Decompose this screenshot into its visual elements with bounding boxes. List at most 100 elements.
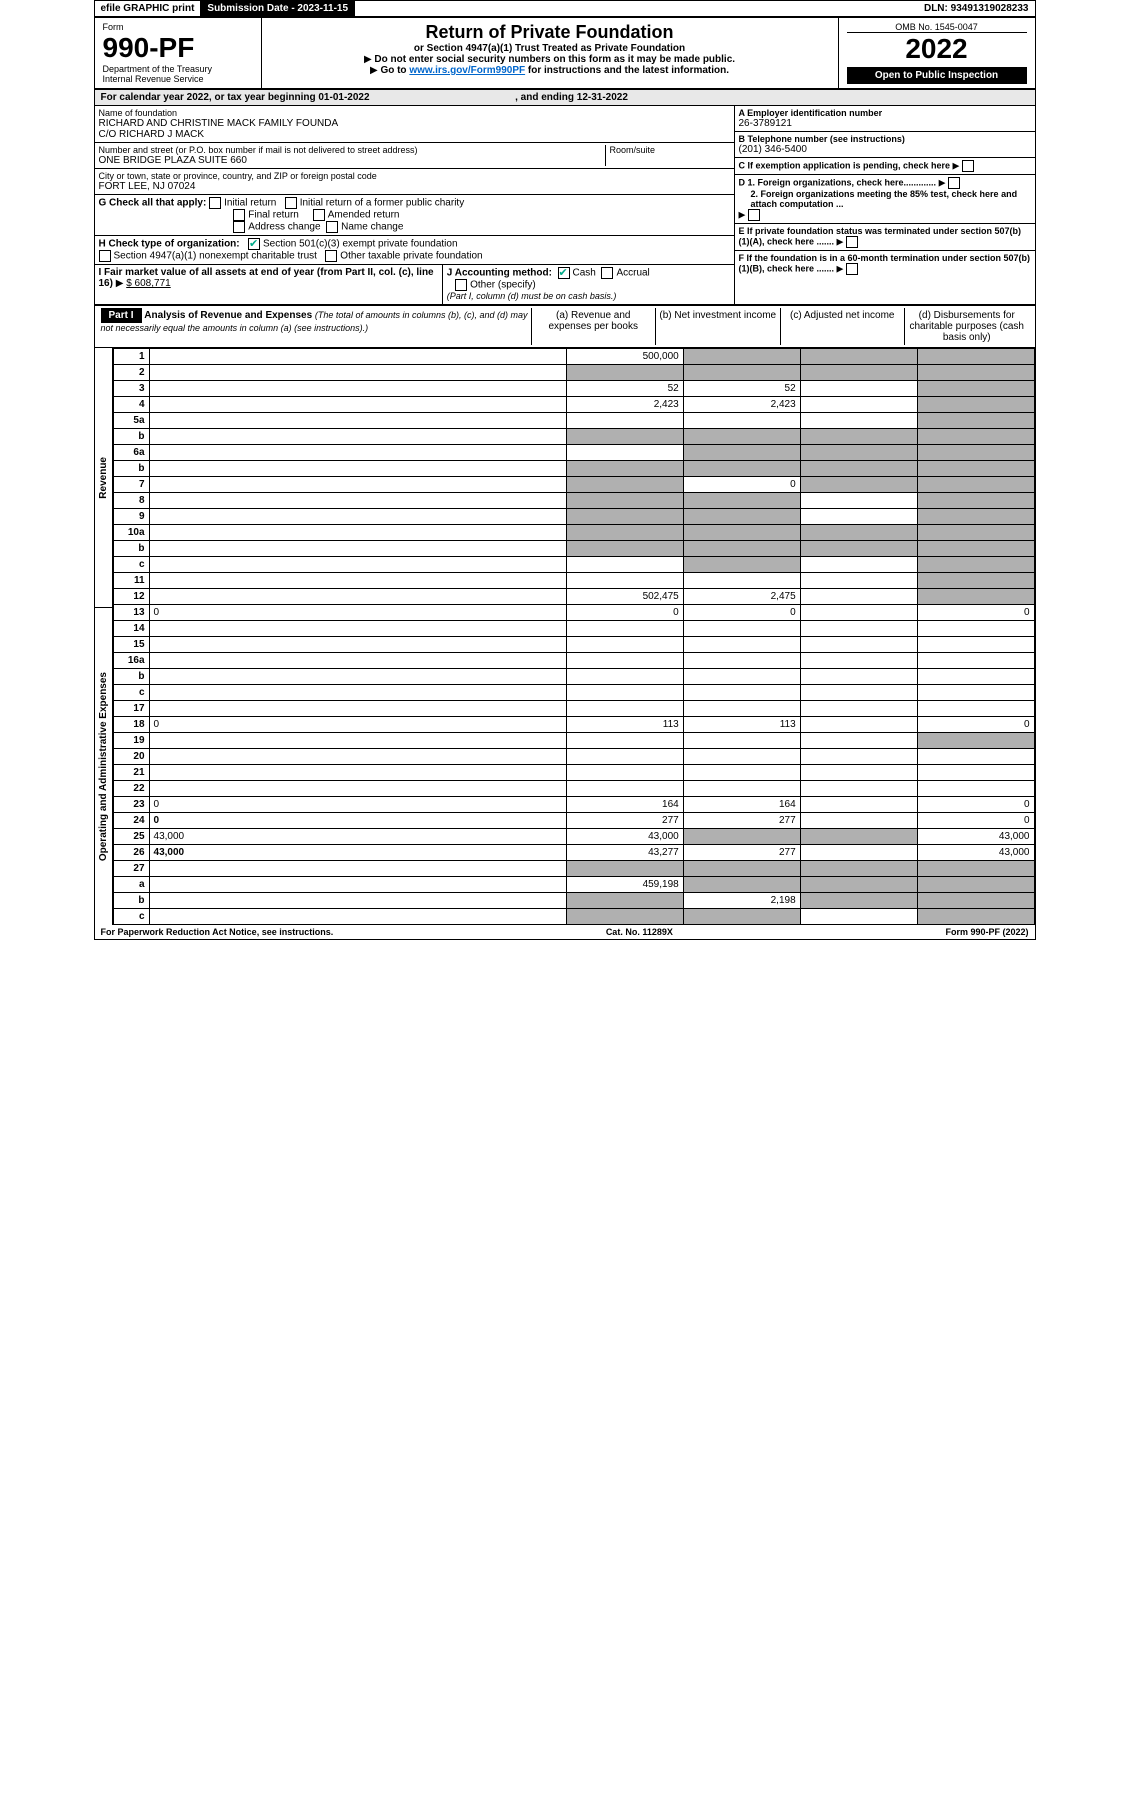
col-a-value: 459,198: [566, 877, 683, 893]
table-row: 14: [114, 621, 1034, 637]
col-c-value: [800, 397, 917, 413]
col-b-value: [683, 509, 800, 525]
e-checkbox[interactable]: [846, 236, 858, 248]
col-b-value: [683, 493, 800, 509]
col-a-value: [566, 893, 683, 909]
col-a-value: [566, 509, 683, 525]
c-label: C If exemption application is pending, c…: [739, 160, 951, 170]
col-a-value: [566, 749, 683, 765]
line-number: 25: [114, 829, 149, 845]
col-b-value: [683, 365, 800, 381]
col-a-value: 164: [566, 797, 683, 813]
address-change-checkbox[interactable]: [233, 221, 245, 233]
entity-info: Name of foundation RICHARD AND CHRISTINE…: [95, 106, 1035, 305]
irs-label: Internal Revenue Service: [103, 74, 253, 84]
col-c-value: [800, 829, 917, 845]
amended-return-checkbox[interactable]: [313, 209, 325, 221]
other-method-checkbox[interactable]: [455, 279, 467, 291]
col-a-value: [566, 445, 683, 461]
col-b-value: [683, 909, 800, 925]
col-c-value: [800, 813, 917, 829]
omb-no: OMB No. 1545-0047: [847, 22, 1027, 33]
col-d-value: [917, 429, 1034, 445]
line-number: 1: [114, 349, 149, 365]
addr-label: Number and street (or P.O. box number if…: [99, 145, 605, 155]
col-b-value: [683, 573, 800, 589]
col-c-value: [800, 877, 917, 893]
col-d-value: [917, 461, 1034, 477]
line-number: b: [114, 541, 149, 557]
ein-value: 26-3789121: [739, 118, 1031, 129]
d1-checkbox[interactable]: [948, 177, 960, 189]
col-a-value: [566, 477, 683, 493]
col-b-value: [683, 413, 800, 429]
name-change-checkbox[interactable]: [326, 221, 338, 233]
line-number: 7: [114, 477, 149, 493]
col-c-value: [800, 653, 917, 669]
part1-body: Revenue Operating and Administrative Exp…: [95, 348, 1035, 925]
c-checkbox[interactable]: [962, 160, 974, 172]
instructions-link-row: Go to www.irs.gov/Form990PF for instruct…: [270, 65, 830, 76]
line-number: 4: [114, 397, 149, 413]
instructions-link[interactable]: www.irs.gov/Form990PF: [409, 65, 525, 76]
line-number: b: [114, 461, 149, 477]
form-header: Form 990-PF Department of the Treasury I…: [95, 18, 1035, 90]
col-d-value: [917, 653, 1034, 669]
cash-checkbox[interactable]: [558, 267, 570, 279]
col-d-value: [917, 573, 1034, 589]
col-c-value: [800, 893, 917, 909]
col-b-value: [683, 877, 800, 893]
4947-checkbox[interactable]: [99, 250, 111, 262]
col-c-value: [800, 797, 917, 813]
h-label: H Check type of organization:: [99, 239, 240, 250]
col-a-value: 43,000: [566, 829, 683, 845]
table-row: 21: [114, 765, 1034, 781]
dln: DLN: 93491319028233: [918, 1, 1035, 16]
col-a-value: 277: [566, 813, 683, 829]
line-description: [149, 381, 566, 397]
col-a-value: [566, 653, 683, 669]
table-row: 130000: [114, 605, 1034, 621]
initial-return-checkbox[interactable]: [209, 197, 221, 209]
form-number: 990-PF: [103, 32, 253, 64]
table-row: 19: [114, 733, 1034, 749]
line-description: [149, 701, 566, 717]
col-d-value: [917, 413, 1034, 429]
d2-checkbox[interactable]: [748, 209, 760, 221]
col-d-value: [917, 493, 1034, 509]
col-c-value: [800, 461, 917, 477]
city-label: City or town, state or province, country…: [99, 171, 730, 181]
col-d-value: 43,000: [917, 845, 1034, 861]
table-row: 12502,4752,475: [114, 589, 1034, 605]
col-c-value: [800, 429, 917, 445]
line-description: [149, 909, 566, 925]
col-d-value: [917, 621, 1034, 637]
col-a-value: [566, 493, 683, 509]
ssn-warning: Do not enter social security numbers on …: [270, 54, 830, 65]
part1-label: Part I: [101, 308, 142, 323]
accrual-checkbox[interactable]: [601, 267, 613, 279]
f-checkbox[interactable]: [846, 263, 858, 275]
col-a-value: [566, 461, 683, 477]
col-b-value: [683, 701, 800, 717]
initial-former-checkbox[interactable]: [285, 197, 297, 209]
form-subtitle: or Section 4947(a)(1) Trust Treated as P…: [270, 43, 830, 54]
col-d-value: 0: [917, 797, 1034, 813]
table-row: 2301641640: [114, 797, 1034, 813]
final-return-checkbox[interactable]: [233, 209, 245, 221]
f-label: F If the foundation is in a 60-month ter…: [739, 253, 1031, 273]
efile-print-button[interactable]: efile GRAPHIC print: [95, 1, 202, 16]
col-a-value: [566, 637, 683, 653]
col-a-value: [566, 573, 683, 589]
col-b-value: [683, 349, 800, 365]
line-number: c: [114, 909, 149, 925]
line-number: 9: [114, 509, 149, 525]
col-a-value: [566, 525, 683, 541]
col-a-value: [566, 621, 683, 637]
col-a-value: [566, 685, 683, 701]
line-description: [149, 621, 566, 637]
other-taxable-checkbox[interactable]: [325, 250, 337, 262]
col-a-value: [566, 429, 683, 445]
col-c-value: [800, 637, 917, 653]
501c3-checkbox[interactable]: [248, 238, 260, 250]
